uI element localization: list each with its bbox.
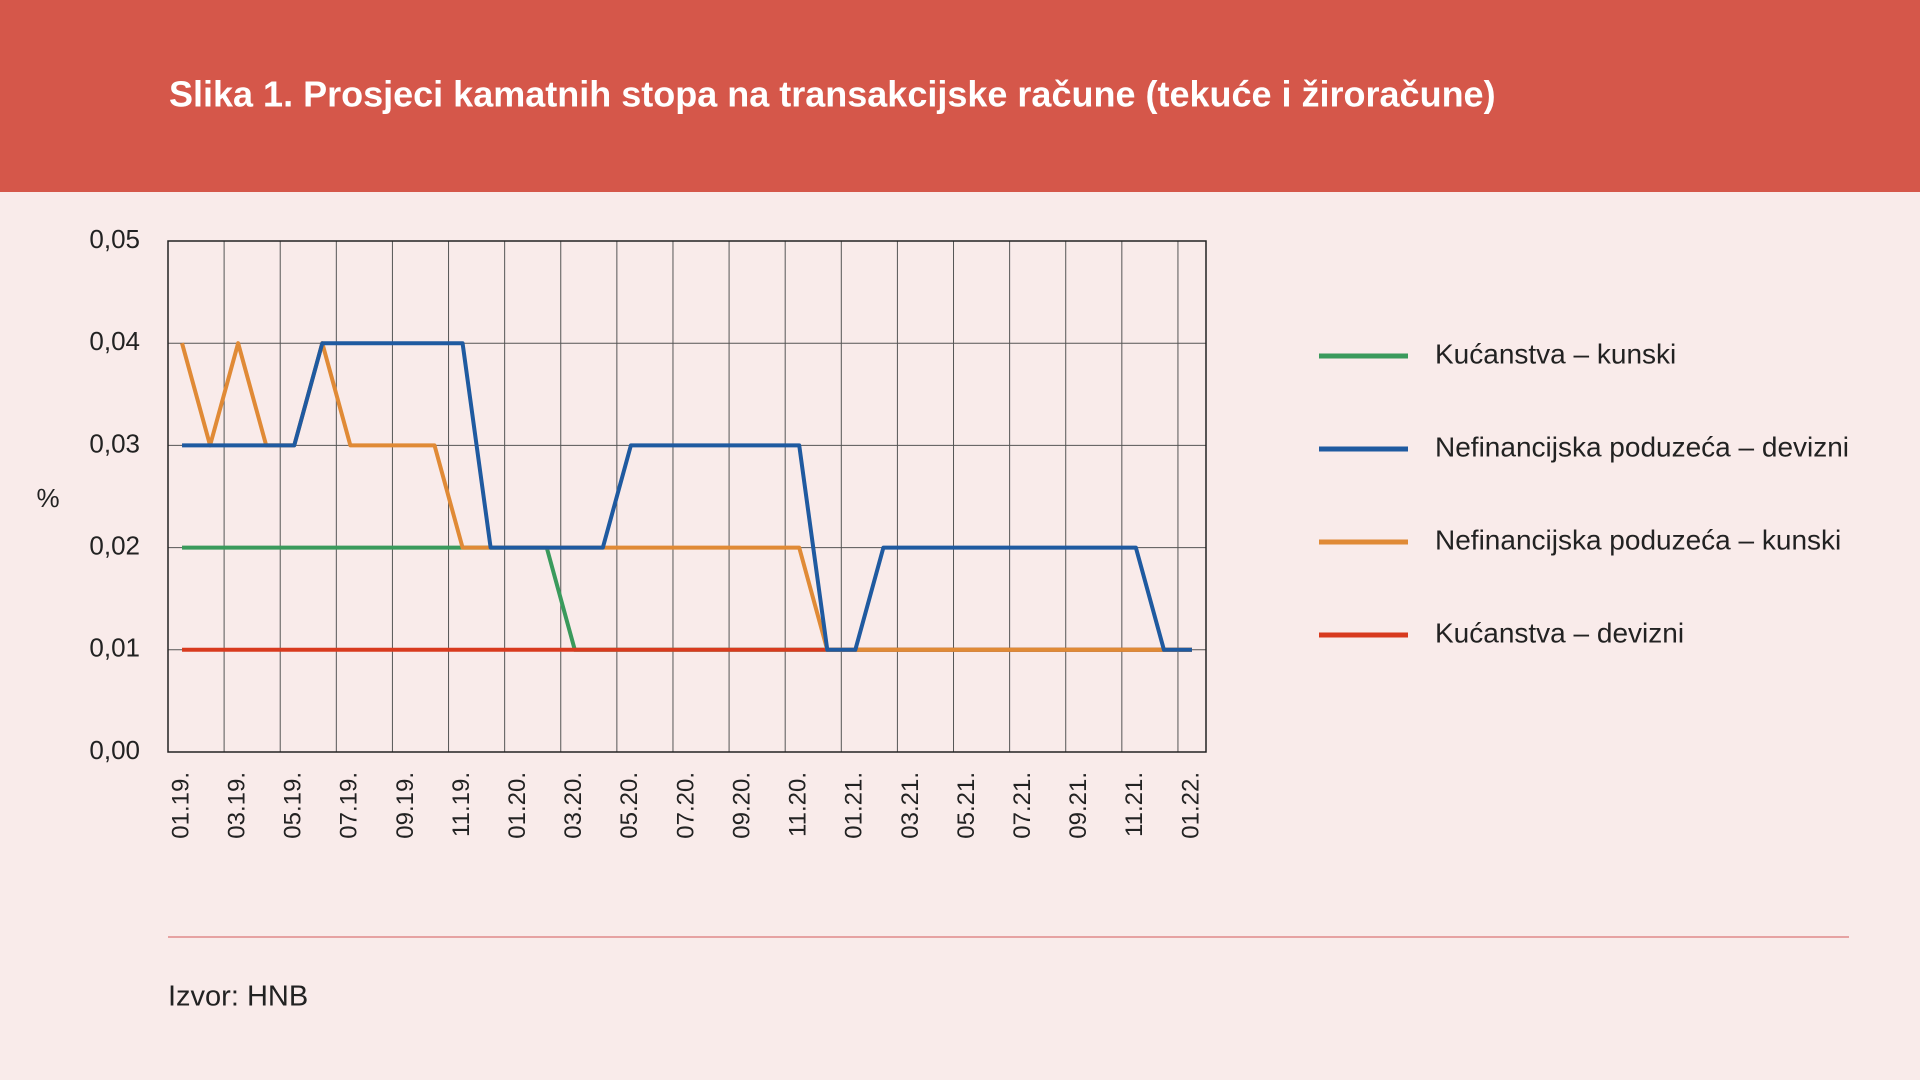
source-note: Izvor: HNB — [168, 981, 308, 1013]
x-tick-label: 09.20. — [728, 772, 755, 839]
x-tick-label: 11.21. — [1121, 772, 1148, 837]
x-tick-label: 05.21. — [953, 772, 980, 839]
plot-frame — [167, 240, 1207, 753]
x-tick-label: 09.21. — [1065, 772, 1092, 839]
x-tick-label: 07.20. — [672, 772, 699, 839]
y-tick-label: 0,03 — [89, 428, 140, 458]
legend-label: Nefinancijska poduzeća – kunski — [1435, 524, 1841, 555]
x-tick-label: 01.21. — [841, 772, 868, 839]
x-tick-label: 11.19. — [448, 772, 475, 837]
chart-title: Slika 1. Prosjeci kamatnih stopa na tran… — [169, 74, 1496, 115]
x-tick-label: 05.20. — [616, 772, 643, 839]
legend-label: Kućanstva – devizni — [1435, 617, 1684, 648]
x-tick-label: 11.20. — [785, 772, 812, 837]
series-line — [180, 341, 1192, 652]
x-tick-label: 01.19. — [167, 772, 194, 839]
y-axis-label: % — [36, 483, 59, 513]
series-line — [182, 545, 1192, 652]
x-tick-label: 03.19. — [223, 772, 250, 839]
x-tick-label: 03.21. — [897, 772, 924, 839]
y-tick-label: 0,01 — [89, 633, 140, 663]
x-tick-label: 09.19. — [392, 772, 419, 839]
x-tick-label: 07.19. — [336, 772, 363, 839]
x-tick-label: 01.20. — [504, 772, 531, 839]
header-bar — [0, 0, 1920, 192]
y-tick-label: 0,02 — [89, 530, 140, 560]
legend-label: Kućanstva – kunski — [1435, 338, 1676, 369]
series-line — [182, 341, 1192, 652]
x-tick-label: 01.22. — [1177, 772, 1204, 839]
y-tick-label: 0,04 — [89, 326, 140, 356]
y-tick-label: 0,00 — [89, 735, 140, 765]
x-tick-label: 03.20. — [560, 772, 587, 839]
x-tick-label: 07.21. — [1009, 772, 1036, 839]
y-tick-label: 0,05 — [89, 224, 140, 254]
x-tick-label: 05.19. — [280, 772, 307, 839]
legend-label: Nefinancijska poduzeća – devizni — [1435, 431, 1849, 462]
